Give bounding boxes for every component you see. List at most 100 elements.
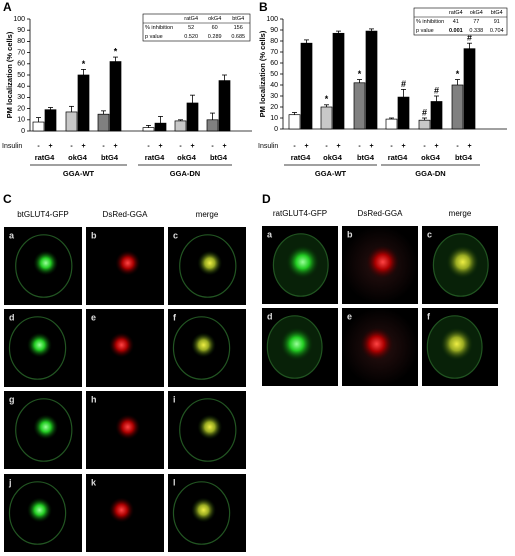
cell-outline [15, 398, 73, 462]
signal-blob [439, 327, 474, 361]
x-tick-label: - [70, 143, 73, 150]
column-header: merge [449, 209, 472, 218]
table-cell: 41 [453, 19, 459, 25]
x-tick-label: + [369, 143, 373, 150]
bar [430, 101, 443, 130]
x-tick-label: + [467, 143, 471, 150]
cell-outline [172, 316, 231, 380]
x-tick-label: + [113, 143, 117, 150]
y-tick-label: 80 [17, 38, 25, 45]
panel-letter: e [91, 312, 96, 322]
bar [300, 42, 313, 130]
micrograph: c [422, 226, 498, 304]
micrograph: l [168, 474, 246, 552]
micrograph: a [262, 226, 338, 304]
significance-marker: * [358, 69, 362, 79]
y-tick-label: 60 [270, 60, 278, 67]
significance-marker: # [401, 79, 406, 89]
table-header: btG4 [491, 10, 503, 16]
x-tick-label: - [211, 143, 214, 150]
bar [365, 30, 378, 130]
significance-marker: * [325, 94, 329, 104]
group-label: ratG4 [145, 153, 165, 162]
signal-blob [27, 497, 53, 523]
x-tick-label: + [336, 143, 340, 150]
table-cell: 156 [234, 25, 243, 31]
micrograph: j [4, 474, 82, 552]
micrograph: e [342, 308, 418, 386]
x-tick-label: - [102, 143, 105, 150]
micrograph: h [86, 391, 164, 469]
y-tick-label: 40 [270, 82, 278, 89]
bar [174, 120, 187, 132]
y-tick-label: 30 [270, 93, 278, 100]
bar [463, 48, 476, 130]
table-cell: 0.520 [184, 34, 198, 40]
x-row-label: Insulin [258, 143, 278, 150]
bar [206, 119, 219, 132]
y-tick-label: 80 [270, 38, 278, 45]
table-row-label: % inhibition [416, 19, 444, 25]
panel-letter: b [347, 229, 353, 239]
table-cell: 0.338 [469, 28, 483, 34]
signal-blob [115, 250, 141, 276]
x-tick-label: + [304, 143, 308, 150]
table-row-label: p value [416, 28, 434, 34]
panel-letter: a [9, 230, 15, 240]
super-group-label: GGA-DN [415, 169, 445, 178]
panel-letter: g [9, 394, 15, 404]
x-tick-label: - [293, 143, 296, 150]
y-tick-label: 60 [17, 61, 25, 68]
bar [418, 119, 431, 130]
bar [288, 114, 301, 130]
panel-letter: f [173, 312, 177, 322]
micrograph: f [168, 309, 246, 387]
panel-letter: i [173, 394, 176, 404]
x-tick-label: + [222, 143, 226, 150]
significance-marker: # [467, 33, 472, 43]
y-tick-label: 100 [13, 16, 25, 23]
table-cell: 60 [212, 25, 218, 31]
micrograph: k [86, 474, 164, 552]
bar [77, 74, 90, 132]
micrograph: c [168, 227, 246, 305]
table-cell: 52 [188, 25, 194, 31]
group-label: btG4 [101, 153, 119, 162]
group-label: okG4 [421, 153, 441, 162]
panel-letter: h [91, 394, 97, 404]
y-tick-label: 100 [266, 16, 278, 23]
table-row-label: p value [145, 34, 163, 40]
super-group-label: GGA-WT [63, 169, 95, 178]
micrograph: a [4, 227, 82, 305]
micrograph: b [86, 227, 164, 305]
bar [320, 106, 333, 130]
column-header: ratGLUT4-GFP [273, 209, 327, 218]
signal-blob [33, 414, 59, 440]
signal-blob [279, 327, 314, 361]
signal-blob [109, 497, 135, 523]
panel-letter: b [91, 230, 97, 240]
y-tick-label: 0 [21, 128, 25, 135]
x-tick-label: - [390, 143, 393, 150]
y-tick-label: 50 [270, 71, 278, 78]
group-label: btG4 [210, 153, 228, 162]
signal-blob [446, 245, 480, 279]
micrograph: d [262, 308, 338, 386]
y-tick-label: 10 [270, 115, 278, 122]
signal-blob [197, 414, 223, 440]
micrograph: d [4, 309, 82, 387]
table-cell: 0.704 [490, 28, 504, 34]
cell-outline [179, 234, 237, 298]
cell-outline [8, 316, 67, 380]
x-tick-label: + [81, 143, 85, 150]
signal-blob [109, 332, 135, 358]
significance-marker: * [456, 69, 460, 79]
micrograph: e [86, 309, 164, 387]
bar [109, 61, 122, 132]
micrograph: f [422, 308, 498, 386]
panel-letter: d [267, 311, 273, 321]
column-header: btGLUT4-GFP [17, 210, 69, 219]
group-label: okG4 [177, 153, 197, 162]
super-group-label: GGA-WT [315, 169, 347, 178]
